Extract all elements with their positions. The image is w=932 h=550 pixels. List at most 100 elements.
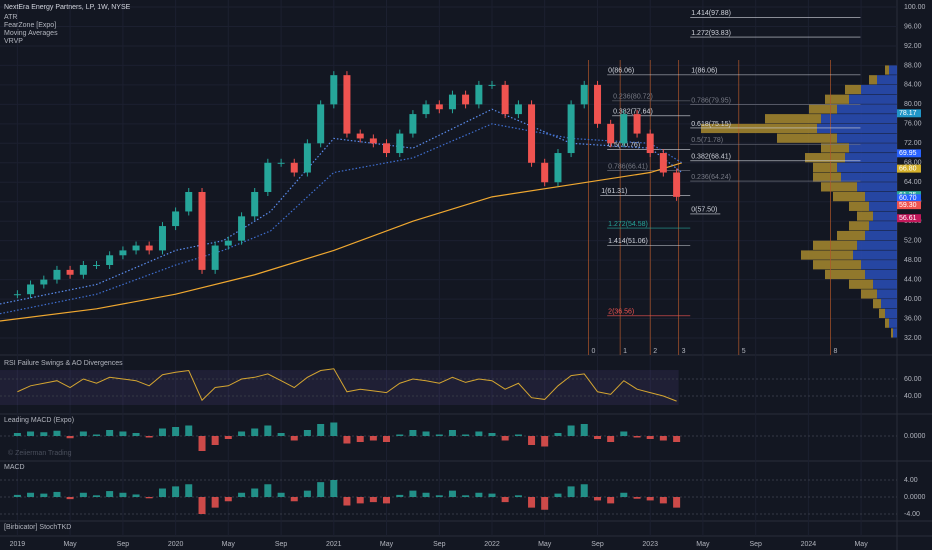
histogram-bar <box>211 436 219 445</box>
candle <box>27 284 35 295</box>
histogram-bar <box>422 492 430 498</box>
y-tick-label: 52.00 <box>904 238 922 245</box>
candle <box>264 162 272 192</box>
histogram-bar <box>620 431 628 436</box>
indicator-label: ATR <box>4 14 17 21</box>
rsi-band <box>0 370 679 406</box>
histogram-bar <box>369 497 377 503</box>
profile-up-bar <box>837 104 897 114</box>
candle <box>369 138 377 144</box>
moving-average <box>0 123 683 315</box>
histogram-bar <box>317 424 325 436</box>
fib-label: 1.272(54.58) <box>608 221 648 228</box>
candle <box>211 245 219 270</box>
y-tick-label: 72.00 <box>904 140 922 147</box>
histogram-bar <box>646 497 654 501</box>
histogram-bar <box>646 436 654 439</box>
fib-label: 1.272(93.83) <box>691 30 731 37</box>
histogram-bar <box>66 436 74 439</box>
fib-label: 0(57.50) <box>691 207 717 214</box>
histogram-bar <box>567 486 575 498</box>
profile-down-bar <box>873 299 881 309</box>
profile-down-bar <box>813 172 841 182</box>
x-tick-label: May <box>854 541 868 548</box>
candle <box>673 172 681 197</box>
candle <box>185 191 193 212</box>
candle <box>224 240 232 246</box>
candle <box>475 84 483 105</box>
histogram-bar <box>475 431 483 436</box>
histogram-bar <box>93 434 101 436</box>
profile-down-bar <box>845 84 861 95</box>
histogram-bar <box>607 497 615 504</box>
histogram-bar <box>303 430 311 436</box>
y-tick-label: 84.00 <box>904 82 922 89</box>
histogram-bar <box>158 428 166 436</box>
candle <box>40 279 48 285</box>
histogram-bar <box>462 495 470 498</box>
profile-up-bar <box>865 230 897 241</box>
profile-up-bar <box>861 84 897 95</box>
profile-up-bar <box>873 211 897 221</box>
profile-up-bar <box>873 279 897 289</box>
time-zone-label: 5 <box>742 348 746 355</box>
y-tick-label: 40.00 <box>904 296 922 303</box>
candle <box>541 162 549 183</box>
histogram-bar <box>422 431 430 436</box>
histogram-bar <box>238 431 246 436</box>
panel-title: [Birbicator] StochTKD <box>4 524 71 531</box>
fib-label: 2(36.56) <box>608 309 634 316</box>
profile-up-bar <box>869 221 897 231</box>
y-tick-label: 92.00 <box>904 43 922 50</box>
histogram-bar <box>382 436 390 442</box>
fib-label: 0.382(77.64) <box>613 109 653 116</box>
candle <box>633 114 641 134</box>
histogram-bar <box>541 436 549 447</box>
price-badge-label: 69.95 <box>899 150 917 157</box>
histogram-bar <box>343 497 351 506</box>
candle <box>145 245 153 251</box>
histogram-bar <box>594 497 602 501</box>
histogram-bar <box>172 486 180 498</box>
histogram-bar <box>659 497 667 504</box>
histogram-bar <box>132 494 140 498</box>
time-zone-label: 1 <box>623 348 627 355</box>
profile-up-bar <box>861 260 897 270</box>
histogram-bar <box>40 432 48 436</box>
histogram-bar <box>224 497 232 502</box>
panel-tick-label: 0.0000 <box>904 494 926 501</box>
profile-down-bar <box>861 289 877 299</box>
histogram-bar <box>501 497 509 503</box>
histogram-bar <box>409 490 417 498</box>
time-zone-label: 8 <box>834 348 838 355</box>
histogram-bar <box>462 434 470 436</box>
histogram-bar <box>185 484 193 498</box>
profile-down-bar <box>849 279 873 289</box>
profile-down-bar <box>809 104 837 114</box>
candle <box>119 250 127 256</box>
histogram-bar <box>277 492 285 498</box>
candle <box>356 133 364 139</box>
profile-down-bar <box>813 260 861 270</box>
histogram-bar <box>330 422 338 436</box>
profile-up-bar <box>885 308 897 319</box>
candle <box>172 211 180 227</box>
candle <box>382 143 390 154</box>
histogram-bar <box>224 436 232 439</box>
histogram-bar <box>554 493 562 498</box>
histogram-bar <box>290 497 298 502</box>
panel-tick-label: 40.00 <box>904 393 922 400</box>
price-badge <box>897 201 921 210</box>
candle <box>93 265 101 267</box>
histogram-bar <box>501 436 509 441</box>
histogram-bar <box>356 436 364 442</box>
histogram-bar <box>554 433 562 436</box>
profile-down-bar <box>813 240 857 250</box>
candle <box>488 84 496 86</box>
profile-down-bar <box>825 94 849 104</box>
profile-down-bar <box>801 250 853 260</box>
histogram-bar <box>514 434 522 436</box>
histogram-bar <box>659 436 667 441</box>
candle <box>158 226 166 251</box>
